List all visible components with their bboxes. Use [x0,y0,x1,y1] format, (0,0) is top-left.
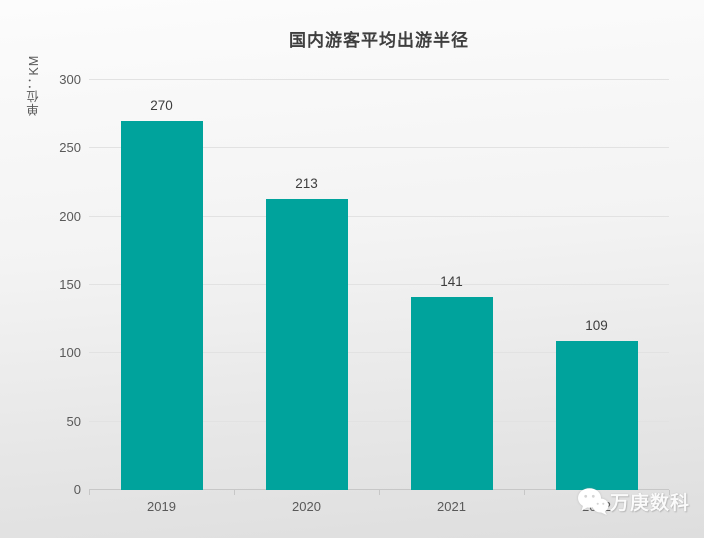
bar-2021 [410,297,493,490]
y-tick-label: 50 [66,413,81,429]
x-tick-label: 2019 [147,499,176,514]
y-tick-label: 250 [59,140,81,156]
x-axis-tick [379,490,380,495]
bar-value-label: 141 [440,274,463,290]
bar-column: 141 2021 [379,80,524,514]
x-axis-tick [89,490,90,495]
gridline [89,79,669,80]
x-tick-label: 2021 [437,499,466,514]
y-tick-label: 100 [59,345,81,361]
x-axis-line [89,489,669,490]
bar-2020 [265,198,348,490]
gridline [89,147,669,149]
watermark: 万庚数科 [577,488,690,515]
gridline [89,352,669,354]
bar-value-label: 109 [585,318,608,334]
watermark-text: 万庚数科 [610,493,691,514]
chart-title: 国内游客平均出游半径 [289,31,469,50]
bar-2019 [120,121,203,490]
bar-column: 1092022 [524,80,669,514]
y-tick-label: 300 [59,72,81,87]
y-tick-label: 200 [59,208,81,224]
plot-area: 0 50 100 150 200 250 300 270 2019 213 2020 141 2021 1… [59,72,670,514]
bar-value-label: 213 [295,175,318,191]
wechat-icon [577,488,609,515]
x-axis-tick [524,490,525,495]
gridline [89,215,669,217]
bar-column: 213 2020 [234,80,379,514]
bar-value-label: 270 [150,98,173,113]
bar-column: 270 2019 [89,80,234,514]
x-tick-label: 2020 [292,499,321,514]
y-tick-label: 0 [73,482,81,497]
x-axis-tick [234,490,235,495]
gridline [89,284,669,285]
gridline [89,420,669,422]
y-tick-label: 150 [59,277,81,292]
bar-2022 [555,341,638,490]
x-axis-tick [669,490,670,495]
